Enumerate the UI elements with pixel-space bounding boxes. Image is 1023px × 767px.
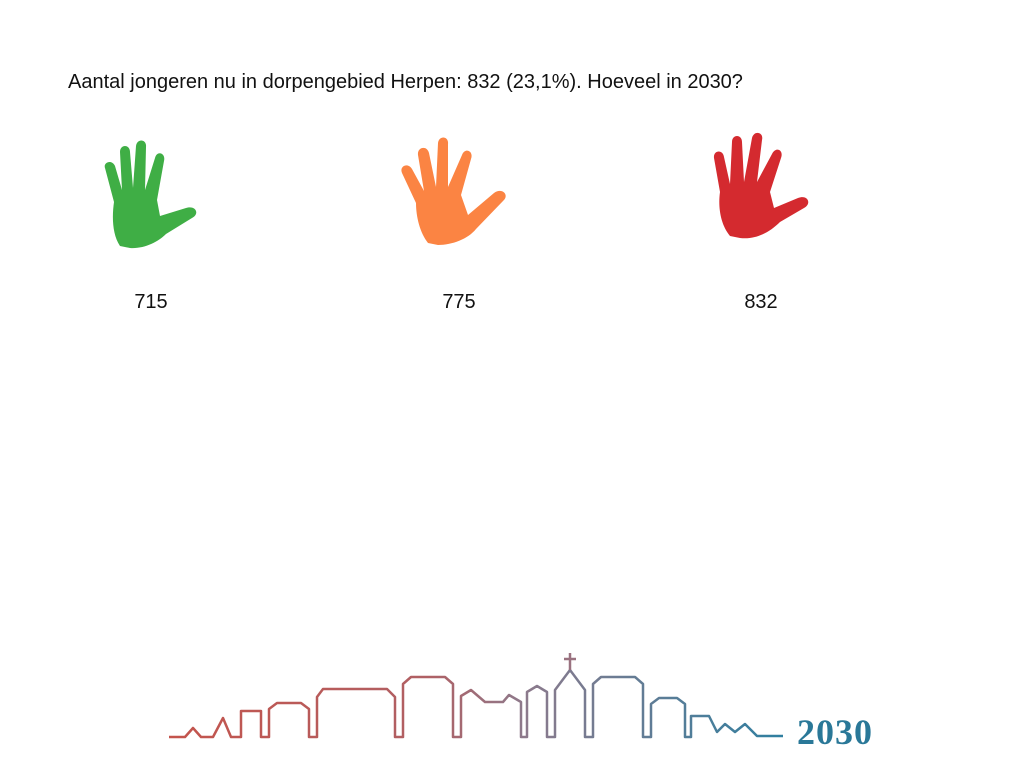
skyline-logo: 2030 [165,648,915,753]
option-value-3: 832 [744,291,778,313]
option-value-2: 775 [442,291,476,313]
green-hand-icon [100,138,200,250]
red-hand-icon [710,130,814,242]
logo-year: 2030 [797,712,873,748]
orange-hand-icon [398,133,514,249]
skyline-outline [169,668,783,739]
church-cross [564,653,576,670]
option-value-1: 715 [134,291,168,313]
question-text: Aantal jongeren nu in dorpengebied Herpe… [68,71,743,93]
